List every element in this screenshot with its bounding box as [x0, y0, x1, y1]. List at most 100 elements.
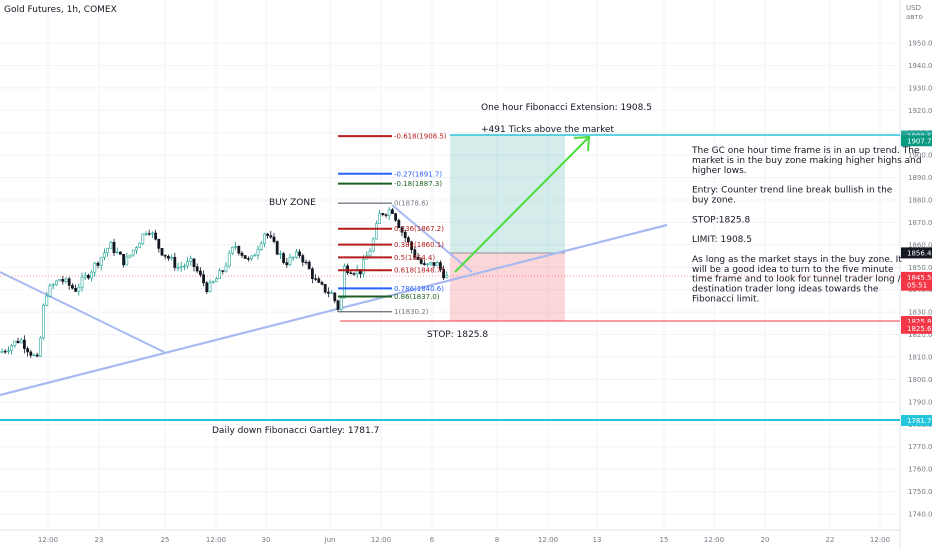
- candle-body: [208, 282, 212, 293]
- note-line: LIMIT: 1908.5: [692, 235, 752, 245]
- candle-body: [288, 256, 292, 266]
- note-line: STOP:1825.8: [692, 215, 751, 225]
- candle-body: [349, 272, 353, 274]
- candle-body: [397, 219, 401, 228]
- candle-body: [183, 265, 186, 268]
- candle-body: [179, 266, 183, 268]
- extension-annotation[interactable]: One hour Fibonacci Extension: 1908.5: [481, 103, 652, 113]
- price-tick: 1810.0: [908, 354, 932, 362]
- candle-body: [426, 263, 430, 265]
- candle-body: [275, 241, 279, 255]
- candle-body: [202, 274, 206, 284]
- ticks-annotation[interactable]: +491 Ticks above the market: [481, 125, 615, 135]
- loss-zone[interactable]: [450, 253, 565, 321]
- candle-body: [250, 255, 254, 260]
- price-labels: 1908.51907.71856.41845.505:511825.81825.…: [901, 130, 932, 426]
- candle-body: [231, 246, 234, 254]
- candle-body: [138, 242, 142, 248]
- candle-body: [170, 256, 174, 259]
- price-tick: 1760.0: [908, 466, 932, 474]
- candle-body: [384, 214, 388, 216]
- candle-body: [192, 258, 196, 268]
- candle-body: [352, 273, 356, 275]
- price-tick: 1940.0: [908, 62, 932, 70]
- uptrend-line[interactable]: [0, 223, 668, 397]
- note-line: As long as the market stays in the buy z…: [692, 255, 902, 265]
- profit-zone[interactable]: [450, 135, 565, 253]
- fib-level-label: 0.86(1837.0): [394, 293, 440, 301]
- candle-body: [256, 249, 260, 256]
- stop-annotation[interactable]: STOP: 1825.8: [427, 330, 488, 340]
- candle-body: [83, 274, 87, 278]
- fib-level-label: 0.786(1840.6): [394, 285, 444, 293]
- buy-zone-annotation[interactable]: BUY ZONE: [269, 198, 316, 208]
- candle-body: [262, 233, 266, 244]
- candle-body: [22, 339, 26, 349]
- candle-body: [301, 255, 305, 263]
- candle-body: [163, 254, 167, 257]
- candle-body: [42, 304, 46, 339]
- candle-body: [106, 248, 110, 254]
- candle-body: [45, 295, 49, 306]
- candle-body: [413, 249, 417, 258]
- price-label-box: [901, 271, 932, 283]
- candle-body: [269, 235, 273, 238]
- candle-body: [368, 250, 372, 257]
- time-tick: 12:00: [206, 536, 226, 544]
- price-label-box: [901, 322, 932, 334]
- target-arrow[interactable]: [454, 137, 589, 273]
- candle-body: [435, 262, 439, 266]
- time-tick: 20: [761, 536, 770, 544]
- symbol-title[interactable]: Gold Futures, 1h, COMEX: [4, 5, 117, 15]
- candle-body: [416, 256, 420, 260]
- price-label-text: 1907.7: [907, 137, 932, 145]
- fib-level-label: 0.236(1867.2): [394, 225, 444, 233]
- candle-body: [7, 350, 10, 352]
- downtrend-line-left[interactable]: [0, 271, 165, 353]
- price-tick: 1860.0: [908, 241, 932, 249]
- candle-body: [298, 251, 302, 256]
- price-label-text: 05:51: [907, 282, 927, 290]
- candle-body: [29, 351, 33, 356]
- candle-body: [58, 279, 62, 282]
- analysis-notes[interactable]: The GC one hour time frame is in an up t…: [691, 146, 922, 305]
- fib-level-label: 0.618(1848.7): [394, 267, 444, 275]
- candle-body: [330, 292, 334, 295]
- fibonacci-retracement[interactable]: -0.618(1908.5) -0.27(1891.7) -0.18(1887.3)…: [338, 133, 447, 317]
- price-label-text: 1825.6: [907, 325, 932, 333]
- candle-body: [314, 278, 318, 280]
- candle-body: [378, 213, 382, 224]
- time-axis-ticks: 12:00 23 25 12:00 30 Jun 12:00 6 8 12:00 13 15 12:00…: [38, 536, 890, 544]
- candle-body: [381, 213, 385, 215]
- candle-body: [48, 285, 52, 297]
- price-tick: 1920.0: [908, 107, 932, 115]
- time-tick: Jun: [324, 536, 336, 544]
- candle-body: [442, 269, 446, 279]
- candle-body: [61, 279, 65, 282]
- candle-body: [282, 253, 286, 263]
- candle-body: [240, 252, 244, 256]
- price-tick: 1830.0: [908, 309, 932, 317]
- candle-body: [3, 350, 7, 353]
- note-line: time frame and to look for tunnel trader…: [692, 275, 902, 285]
- price-label-text: 1825.8: [907, 318, 932, 326]
- counter-trend-line[interactable]: [391, 204, 473, 273]
- scale-mode-label[interactable]: авто: [906, 13, 923, 21]
- candle-body: [221, 270, 225, 272]
- candle-body: [320, 282, 324, 285]
- candlesticks: [0, 207, 449, 359]
- candle-body: [99, 256, 103, 266]
- candle-body: [336, 300, 340, 310]
- candle-body: [253, 254, 257, 257]
- candle-body: [186, 261, 190, 267]
- fib-level-label: -0.618(1908.5): [394, 133, 447, 141]
- note-line: Fibonacci limit.: [692, 295, 759, 305]
- candle-body: [119, 251, 122, 255]
- candle-body: [294, 251, 298, 258]
- price-tick: 1850.0: [908, 264, 932, 272]
- gartley-annotation[interactable]: Daily down Fibonacci Gartley: 1781.7: [212, 426, 379, 436]
- price-tick: 1890.0: [908, 174, 932, 182]
- price-label-text: 1781.7: [907, 417, 932, 425]
- candle-body: [93, 262, 97, 273]
